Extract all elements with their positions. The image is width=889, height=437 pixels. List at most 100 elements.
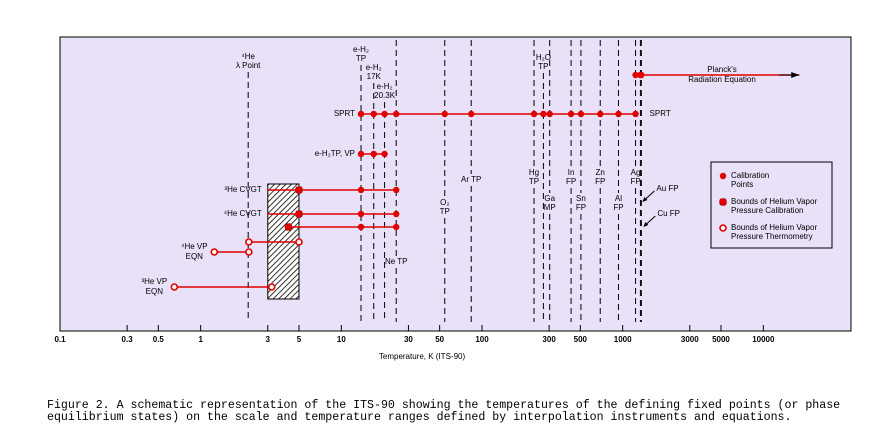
calibration-marker [393,223,400,231]
x-tick-label: 0.1 [54,335,66,344]
fixed-point-label: e-H₂ [353,45,369,54]
fixed-point-label: 17K [367,72,382,81]
fixed-point-label: TP [440,207,450,216]
fixed-point-label: FP [613,203,623,212]
row-label: e-H₂TP, VP [315,149,355,158]
calibration-marker [577,110,585,118]
row-label: ⁴He CVGT [224,209,262,218]
callout-arrowhead [642,197,648,202]
calibration-marker [357,210,365,218]
calibration-marker [632,110,639,118]
calibration-marker [567,110,575,118]
calibration-marker [370,110,377,118]
x-tick-label: 5000 [712,335,730,344]
x-tick-label: 0.3 [122,335,134,344]
x-tick-label: 1 [198,335,203,344]
calibration-marker [546,110,553,118]
legend-label: Pressure Thermometry [731,232,813,241]
open-marker [267,283,276,291]
calibration-marker [393,110,400,118]
fixed-point-label: MP [544,203,556,212]
fixed-point-label: TP [356,54,366,63]
calibration-marker [468,110,475,118]
x-tick-label: 10 [337,335,346,344]
row-label: ³He CVGT [224,185,261,194]
calibration-marker [357,110,365,118]
fixed-point-label: Ar TP [461,175,481,184]
x-tick-label: 50 [435,335,444,344]
calibration-marker [615,110,622,118]
fixed-point-label: e-H₂ [377,82,393,91]
row-label: ⁴He VP [181,242,208,251]
fixed-point-label: Ga [544,194,555,203]
open-marker [210,248,219,256]
open-marker [295,238,303,246]
x-tick-label: 10000 [752,335,775,344]
bound-marker [295,210,303,218]
fixed-point-label: FP [576,203,586,212]
caption-line: Figure 2. A schematic representation of … [47,399,840,412]
fixed-point-label: TP [538,62,548,71]
fixed-point-label: H₂O [536,53,551,62]
legend-box [710,161,833,249]
row-label: ³He VP [141,277,167,286]
calibration-marker [357,223,365,231]
fixed-point-label: Hg [529,168,539,177]
fixed-point-label: ⁴He [241,52,255,61]
arrowhead [791,72,800,78]
calibration-marker [441,110,448,118]
legend-marker [719,224,727,232]
fixed-point-label: In [568,168,575,177]
fixed-point-label: Al [615,194,622,203]
fixed-point-label: 20.3K [374,91,396,100]
x-tick-label: 5 [297,335,302,344]
x-tick-label: 1000 [614,335,632,344]
legend-label: Bounds of Helium Vapor [731,223,817,232]
calibration-marker [597,110,604,118]
fixed-point-label: Sn [576,194,586,203]
calibration-marker [357,186,365,194]
fixed-point-label: Au FP [656,184,678,193]
fixed-point-label: Ag [631,168,641,177]
calibration-marker [540,110,547,118]
fixed-point-label: O₂ [440,198,449,207]
fixed-point-label: λ Point [236,61,261,70]
fixed-point-label: FP [566,177,576,186]
calibration-marker [357,150,365,158]
fixed-point-label: Ne TP [385,257,408,266]
calibration-marker [638,71,645,79]
legend-marker [719,198,727,206]
legend-label: Bounds of Helium Vapor [731,197,817,206]
legend-label: Pressure Calibration [731,206,803,215]
caption-line: equilibrium states) on the scale and tem… [47,411,791,424]
legend-marker [719,172,727,180]
legend-label: Points [731,180,753,189]
bound-marker [284,223,292,231]
fixed-point-label: TP [529,177,539,186]
x-tick-label: 3 [266,335,271,344]
legend-label: Calibration [731,171,769,180]
calibration-marker [393,186,400,194]
row-label: Radiation Equation [688,75,756,84]
row-label: EQN [186,252,204,261]
x-tick-label: 3000 [681,335,699,344]
row-label: EQN [146,287,164,296]
row-label: SPRT [334,109,355,118]
x-tick-label: 100 [475,335,489,344]
x-tick-label: 300 [542,335,556,344]
row-label-right: SPRT [650,109,671,118]
fixed-point-label: Cu FP [657,209,680,218]
calibration-marker [381,110,388,118]
x-tick-label: 30 [404,335,413,344]
callout-arrowhead [643,222,649,227]
fixed-point-label: FP [630,177,640,186]
calibration-marker [381,150,388,158]
calibration-marker [370,150,377,158]
calibration-marker [632,71,639,79]
x-axis-label: Temperature, K (ITS-90) [379,352,466,361]
bound-marker [295,186,303,194]
fixed-point-label: FP [595,177,605,186]
open-marker [170,283,179,291]
